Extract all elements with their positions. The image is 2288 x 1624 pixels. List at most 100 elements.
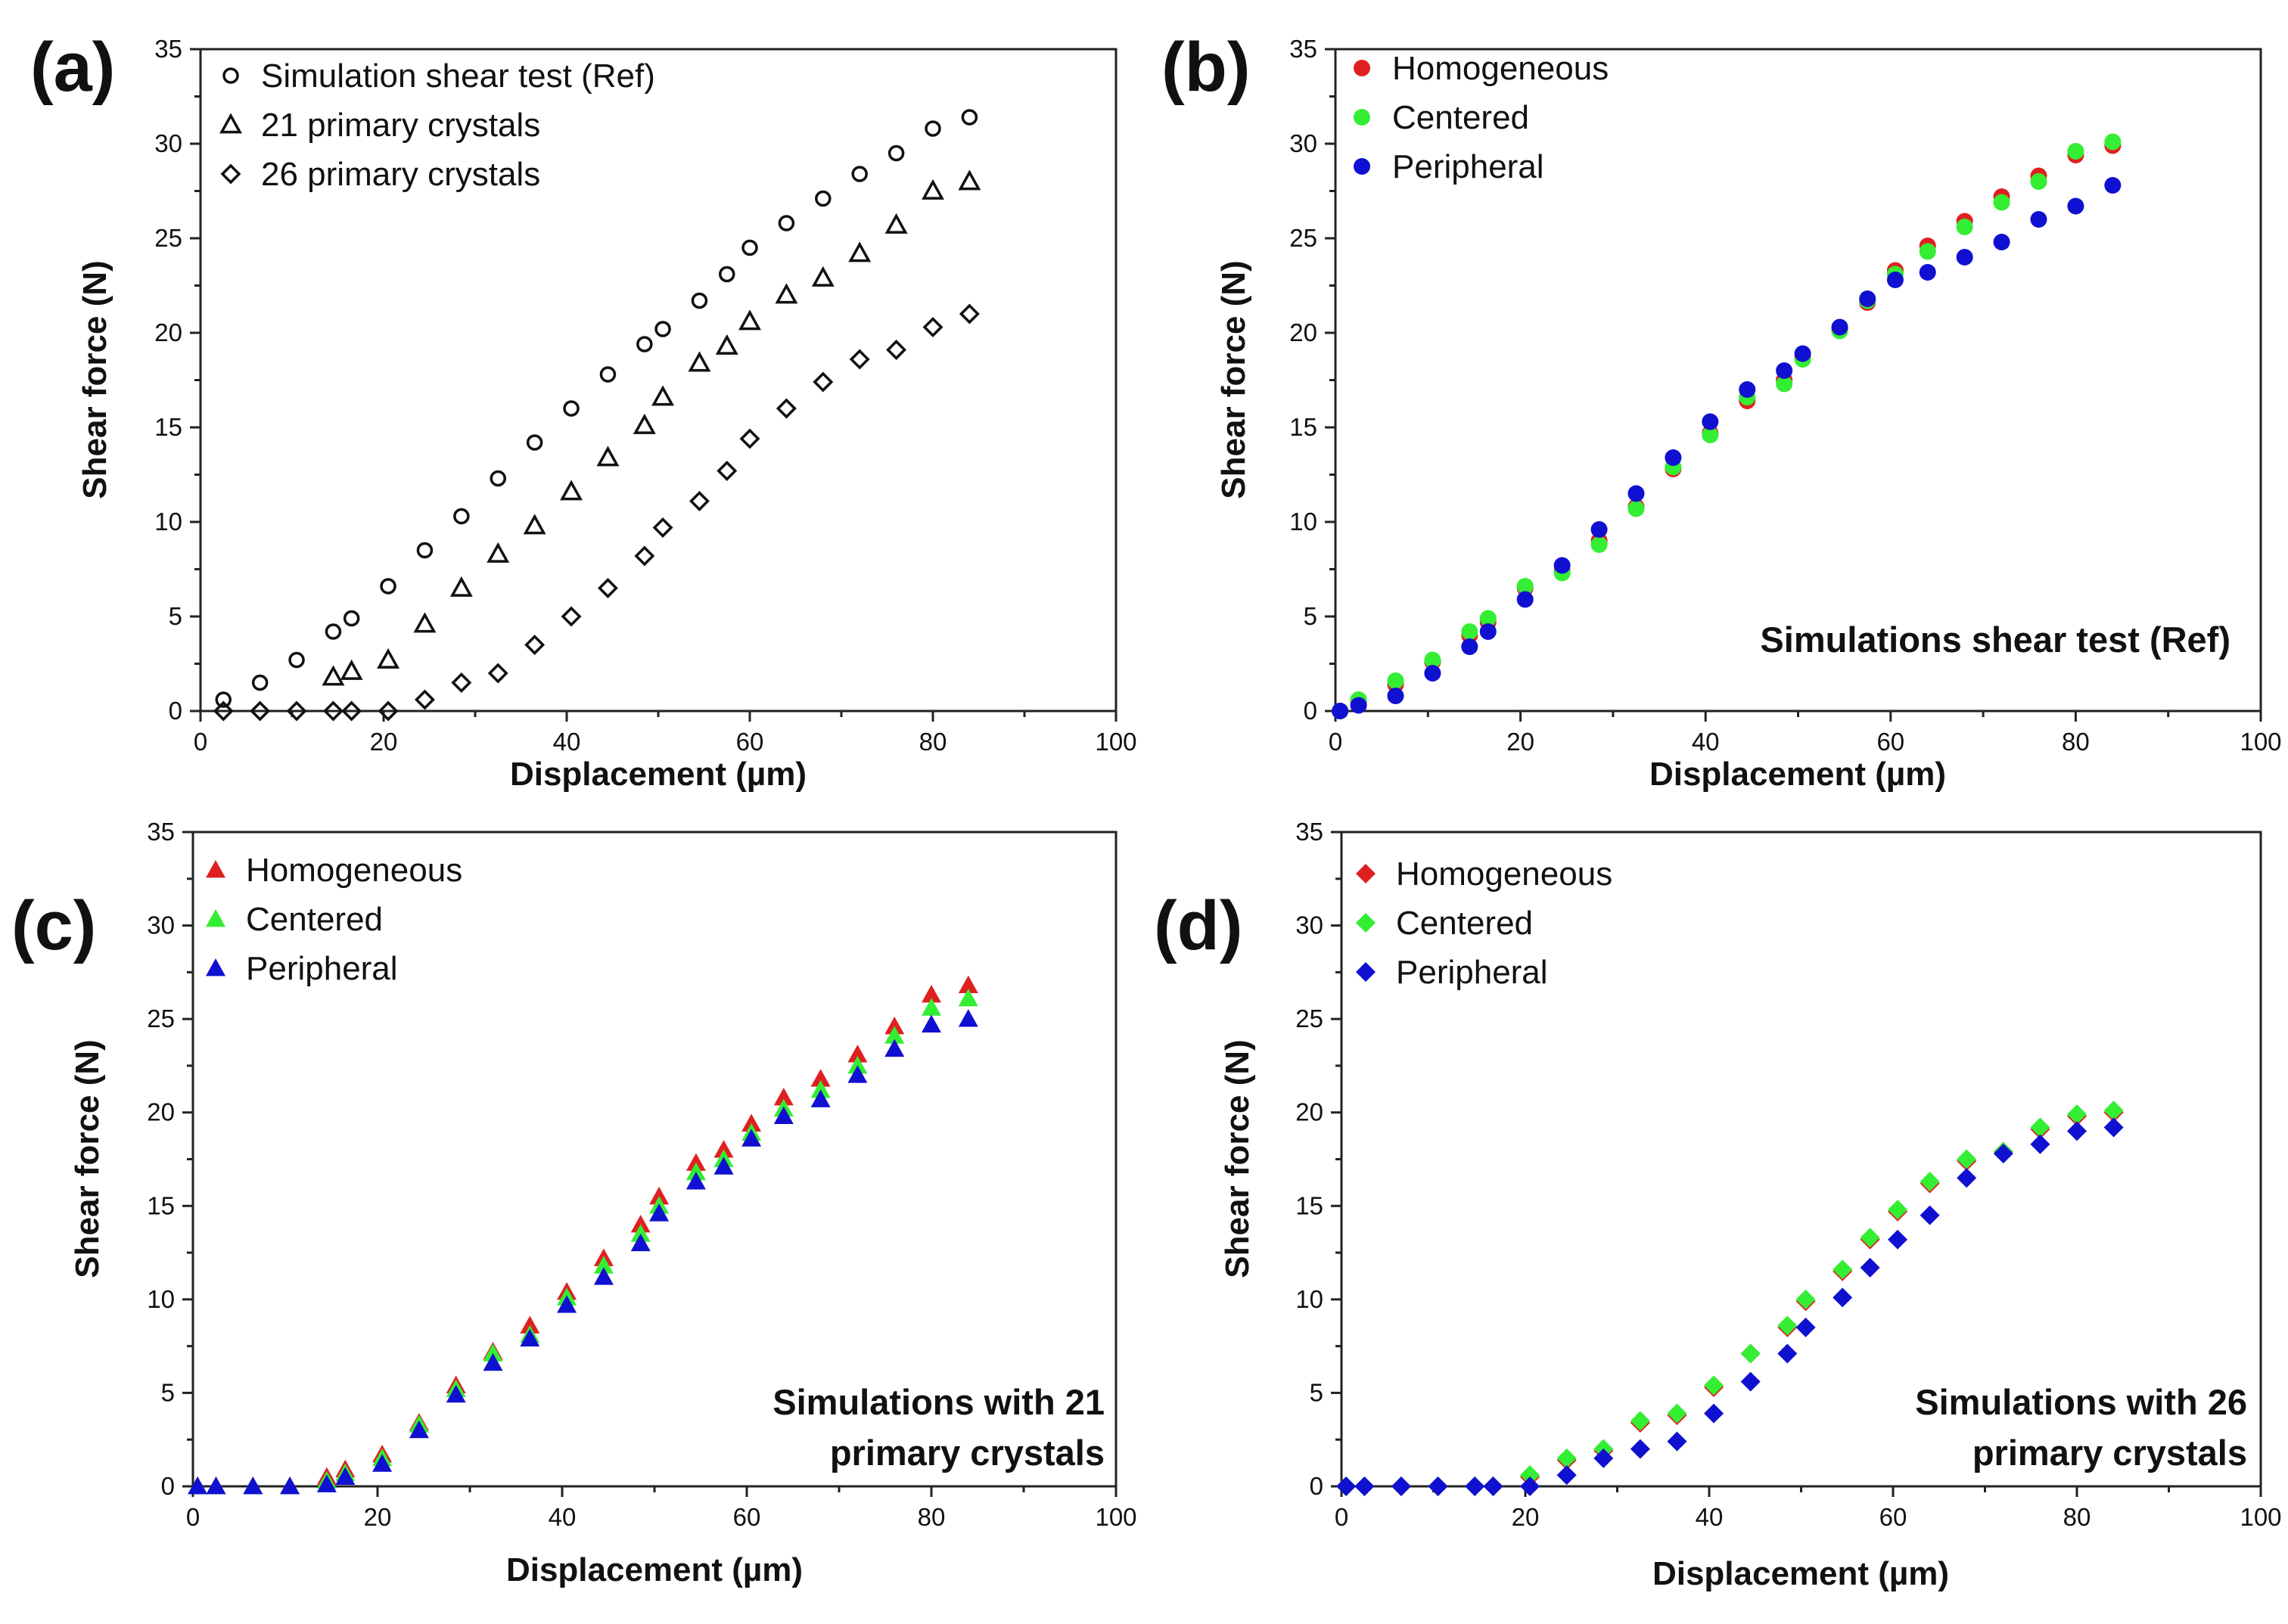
legend-marker: [1354, 109, 1370, 126]
annotation-line: Simulations shear test (Ref): [1760, 619, 2230, 660]
x-tick-label: 100: [2240, 728, 2281, 756]
data-point: [2030, 1134, 2050, 1154]
data-point: [487, 542, 510, 563]
plot-frame-a: [199, 48, 1118, 713]
data-point: [685, 1172, 706, 1190]
data-point: [691, 292, 708, 309]
data-point: [958, 1009, 978, 1027]
y-tick-label: 5: [169, 602, 182, 630]
data-point: [1831, 318, 1848, 336]
y-axis-title: Shear force (N): [76, 260, 113, 498]
data-point: [1704, 1403, 1724, 1424]
data-point: [922, 998, 941, 1016]
data-point: [1860, 1228, 1880, 1248]
data-point: [685, 1153, 706, 1171]
y-tick-label: 0: [1304, 697, 1317, 725]
x-tick-label: 100: [1095, 728, 1136, 756]
data-point: [2067, 1104, 2087, 1125]
data-point: [1833, 1259, 1853, 1280]
data-point: [2104, 133, 2122, 151]
data-point: [1630, 1411, 1650, 1431]
data-point: [483, 1352, 503, 1371]
data-point: [250, 700, 271, 722]
y-tick-label: 0: [161, 1472, 175, 1500]
y-tick-label: 15: [1289, 413, 1317, 441]
x-tick-label: 80: [2062, 728, 2090, 756]
data-point: [1479, 623, 1497, 640]
data-point: [243, 1477, 263, 1495]
panel-c: 0 20 40 60 80 100 0 5 10 15 20 25 30 35 Displacement (…: [11, 818, 1137, 1588]
data-point: [654, 321, 671, 337]
x-tick-label: 80: [2063, 1503, 2091, 1531]
data-point: [886, 340, 907, 360]
data-point: [1888, 1200, 1908, 1220]
data-point: [776, 398, 797, 419]
data-point: [848, 241, 872, 262]
data-point: [851, 166, 868, 182]
x-tick-label: 0: [186, 1503, 200, 1531]
legend-label: Simulation shear test (Ref): [261, 57, 655, 95]
x-tick-label: 0: [1335, 1503, 1348, 1531]
data-point: [2067, 1121, 2087, 1141]
data-point: [1702, 413, 1719, 430]
data-point: [1776, 375, 1793, 393]
data-point: [523, 514, 546, 535]
data-point: [1919, 264, 1936, 281]
y-tick-label: 15: [147, 1191, 175, 1219]
data-point: [1795, 1289, 1816, 1309]
annotation-line: Simulations with 21: [773, 1382, 1105, 1422]
series-21-primary-crystals: [322, 169, 981, 686]
panel-d: 0 20 40 60 80 100 0 5 10 15 20 25 30 35 Displacement (…: [1154, 818, 2282, 1592]
data-point: [1354, 1477, 1375, 1496]
data-point: [593, 1256, 614, 1274]
legend-label: 26 primary crystals: [261, 156, 540, 193]
legend: Simulation shear test (Ref) 21 primary cr…: [219, 57, 655, 193]
data-point: [847, 1045, 868, 1063]
data-point: [449, 576, 473, 597]
data-point: [847, 1055, 868, 1074]
data-point: [2030, 211, 2047, 228]
data-point: [1556, 1465, 1577, 1486]
y-axis-title: Shear force (N): [69, 1039, 106, 1278]
data-point: [1702, 427, 1719, 443]
data-point: [1704, 1375, 1724, 1396]
y-tick-label: 10: [154, 508, 182, 536]
data-point: [959, 303, 980, 324]
data-point: [1553, 557, 1571, 574]
data-point: [322, 700, 344, 722]
data-point: [773, 1106, 794, 1125]
data-point: [1993, 1144, 2013, 1164]
data-point: [380, 578, 396, 595]
data-point: [1627, 485, 1645, 502]
series-centered: [1332, 133, 2122, 719]
data-point: [215, 691, 232, 708]
x-tick-label: 20: [370, 728, 398, 756]
data-point: [1332, 703, 1349, 719]
data-point: [689, 491, 710, 511]
data-point: [335, 1467, 356, 1486]
data-point: [1350, 697, 1367, 714]
legend-marker: [206, 958, 225, 977]
data-point: [372, 1454, 393, 1472]
y-tick-label: 0: [1310, 1472, 1323, 1500]
data-point: [1516, 591, 1534, 608]
data-point: [741, 1113, 762, 1132]
data-point: [1859, 290, 1876, 307]
x-tick-label: 80: [919, 728, 947, 756]
y-tick-label: 35: [1289, 35, 1317, 63]
y-tick-label: 35: [154, 35, 182, 63]
data-point: [1957, 1168, 1977, 1188]
data-point: [1593, 1448, 1614, 1468]
data-point: [1777, 1343, 1798, 1364]
data-point: [810, 1069, 831, 1087]
data-point: [1739, 381, 1756, 398]
data-point: [813, 371, 834, 393]
data-point: [1483, 1477, 1503, 1496]
data-point: [1424, 651, 1441, 669]
annotation-line: primary crystals: [1972, 1433, 2247, 1473]
series-peripheral: [1332, 177, 2122, 719]
data-point: [1888, 1229, 1908, 1250]
data-point: [325, 623, 342, 640]
legend-label: Centered: [246, 901, 383, 938]
